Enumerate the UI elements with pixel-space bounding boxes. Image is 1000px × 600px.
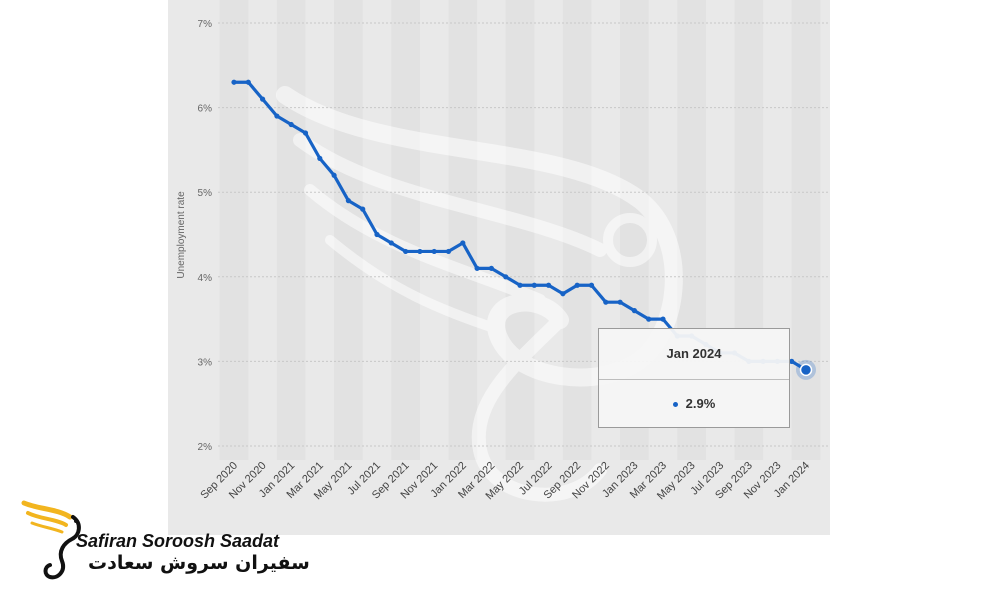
data-point[interactable] bbox=[588, 282, 595, 288]
data-point[interactable] bbox=[546, 282, 552, 288]
data-point[interactable] bbox=[574, 282, 580, 288]
data-point[interactable] bbox=[417, 248, 423, 255]
data-point[interactable] bbox=[445, 248, 452, 255]
data-point[interactable] bbox=[560, 291, 566, 297]
y-axis-title: Unemployment rate bbox=[176, 191, 187, 279]
data-point[interactable] bbox=[245, 79, 251, 85]
data-point[interactable] bbox=[317, 155, 323, 161]
column-stripe bbox=[791, 0, 821, 460]
data-point[interactable] bbox=[388, 240, 394, 246]
data-point[interactable] bbox=[631, 308, 638, 314]
data-point[interactable] bbox=[403, 248, 409, 255]
data-point[interactable] bbox=[603, 299, 609, 305]
data-point[interactable] bbox=[260, 96, 266, 102]
data-point[interactable] bbox=[231, 79, 237, 85]
data-point[interactable] bbox=[646, 316, 652, 322]
y-tick-label: 3% bbox=[198, 357, 213, 368]
tooltip-value-row: 2.9% bbox=[599, 380, 789, 428]
data-point[interactable] bbox=[374, 231, 380, 238]
data-point[interactable] bbox=[345, 198, 351, 204]
data-point[interactable] bbox=[274, 113, 280, 119]
y-axis-ticks: 2% 3% 4% 5% 6% 7% bbox=[198, 19, 213, 453]
tooltip-series-dot bbox=[672, 402, 678, 408]
y-tick-label: 6% bbox=[198, 104, 213, 115]
hover-point[interactable] bbox=[799, 363, 813, 377]
data-point[interactable] bbox=[288, 121, 294, 128]
y-tick-label: 5% bbox=[198, 188, 213, 199]
tooltip: Jan 2024 2.9% bbox=[598, 328, 790, 428]
data-point[interactable] bbox=[789, 358, 795, 364]
data-point[interactable] bbox=[302, 130, 309, 136]
tooltip-value: 2.9% bbox=[685, 396, 716, 411]
data-point[interactable] bbox=[331, 172, 337, 178]
gridlines bbox=[218, 22, 828, 447]
y-tick-label: 7% bbox=[198, 19, 213, 30]
data-point[interactable] bbox=[660, 316, 666, 322]
column-stripe bbox=[276, 0, 306, 460]
data-point[interactable] bbox=[517, 282, 523, 288]
data-point[interactable] bbox=[617, 299, 623, 305]
data-point[interactable] bbox=[531, 282, 537, 288]
swan-logo-icon bbox=[21, 500, 81, 580]
data-point[interactable] bbox=[431, 248, 437, 255]
y-tick-label: 4% bbox=[198, 273, 213, 284]
column-stripe bbox=[219, 0, 249, 460]
data-point[interactable] bbox=[360, 206, 366, 212]
data-point[interactable] bbox=[474, 265, 480, 271]
series-points bbox=[231, 79, 809, 373]
data-point[interactable] bbox=[488, 265, 494, 271]
data-point[interactable] bbox=[503, 274, 509, 280]
column-stripe bbox=[448, 0, 478, 460]
column-stripe bbox=[391, 0, 420, 460]
y-tick-label: 2% bbox=[198, 442, 213, 453]
data-point[interactable] bbox=[460, 240, 466, 246]
brand-name-persian: سفیران سروش سعادت bbox=[88, 552, 310, 574]
brand-name: Safiran Soroosh Saadat bbox=[76, 531, 280, 551]
tooltip-title: Jan 2024 bbox=[599, 329, 789, 380]
